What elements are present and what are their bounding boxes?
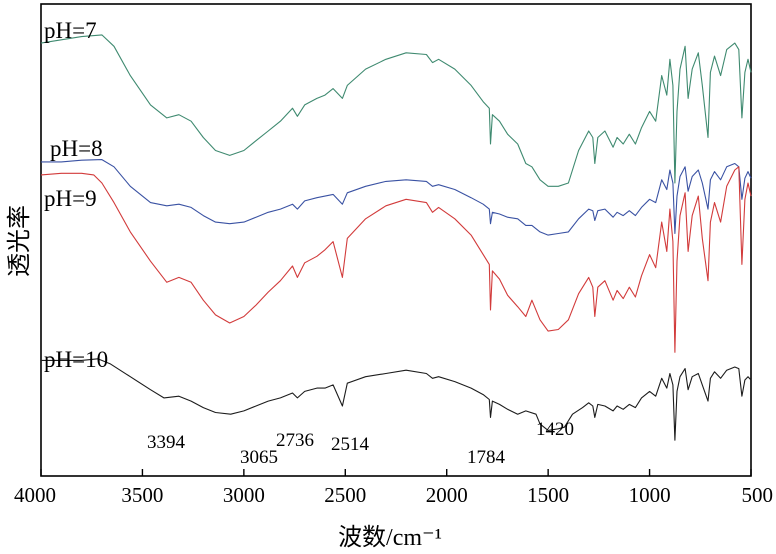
x-tick-label-3500: 3500	[121, 483, 163, 507]
series-line-ph9	[40, 166, 752, 353]
series-label-ph8: pH=8	[50, 136, 103, 161]
x-tick-label-1500: 1500	[527, 483, 569, 507]
x-tick-label-3000: 3000	[223, 483, 265, 507]
x-tick-label-500: 500	[742, 483, 774, 507]
peak-annotation-3065: 3065	[240, 447, 278, 468]
series-layer	[40, 34, 752, 441]
series-label-ph7: pH=7	[44, 18, 97, 43]
peak-annotation-2514: 2514	[331, 434, 370, 455]
x-axis-label: 波数/cm⁻¹	[338, 524, 442, 551]
series-line-ph7	[40, 34, 752, 187]
x-tick-label-2500: 2500	[324, 483, 366, 507]
x-tick-label-1000: 1000	[629, 483, 671, 507]
x-tick-label-4000: 4000	[14, 483, 56, 507]
y-axis-label: 透光率	[6, 205, 33, 277]
series-line-ph8	[41, 159, 752, 236]
peak-annotation-1420: 1420	[536, 419, 574, 440]
series-line-ph10	[41, 358, 752, 441]
series-label-ph10: pH=10	[44, 347, 108, 372]
plot-frame	[40, 3, 752, 477]
x-tick-label-2000: 2000	[426, 483, 468, 507]
peak-annotation-2736: 2736	[276, 430, 314, 451]
series-label-ph9: pH=9	[44, 186, 97, 211]
peak-annotation-1784: 1784	[467, 447, 506, 468]
x-axis-ticks: 4000 3500 3000 2500 2000 1500 1000 500	[14, 469, 773, 507]
peak-annotation-3394: 3394	[147, 432, 186, 453]
